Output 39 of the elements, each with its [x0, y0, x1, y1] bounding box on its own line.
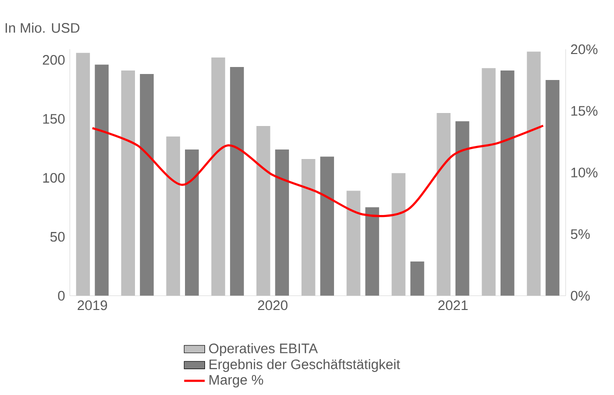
- bar: [320, 156, 334, 296]
- bar: [140, 74, 154, 296]
- bar: [94, 64, 109, 296]
- legend-label: Ergebnis der Geschäftstätigkeit: [210, 358, 400, 372]
- legend-label: Operatives EBITA: [209, 343, 318, 356]
- x-tick-label: 2019: [78, 300, 108, 310]
- y-tick-label: 50: [50, 232, 65, 242]
- y-tick-label: 100: [43, 172, 65, 183]
- bar: [482, 68, 496, 296]
- bar: [436, 112, 451, 296]
- bar: [275, 149, 289, 296]
- bar: [500, 70, 514, 296]
- y-tick-label: 150: [43, 114, 65, 124]
- y2-tick-label: 5%: [570, 229, 590, 239]
- legend-label: Marge %: [210, 374, 264, 388]
- bar: [76, 52, 90, 296]
- bar: [121, 70, 135, 296]
- y-tick-label: 0: [58, 290, 65, 300]
- bar: [410, 261, 424, 296]
- bar: [211, 57, 226, 296]
- bar: [546, 80, 560, 296]
- x-tick-label: 2021: [438, 300, 468, 310]
- y2-tick-label: 15%: [571, 106, 598, 116]
- bar: [392, 172, 406, 296]
- bar: [346, 190, 360, 296]
- y-axis-title: In Mio. USD: [6, 22, 80, 33]
- bar: [256, 126, 270, 296]
- y2-tick-label: 10%: [571, 167, 598, 178]
- bar: [184, 149, 199, 296]
- y2-tick-label: 20%: [571, 44, 598, 54]
- x-tick-label: 2020: [258, 300, 288, 310]
- bar: [455, 121, 470, 296]
- bar: [301, 158, 316, 296]
- y-tick-label: 200: [42, 54, 65, 65]
- y2-tick-label: 0%: [570, 290, 590, 300]
- bar: [230, 66, 244, 296]
- bar: [166, 136, 180, 296]
- bar: [365, 207, 380, 296]
- bar: [526, 51, 541, 296]
